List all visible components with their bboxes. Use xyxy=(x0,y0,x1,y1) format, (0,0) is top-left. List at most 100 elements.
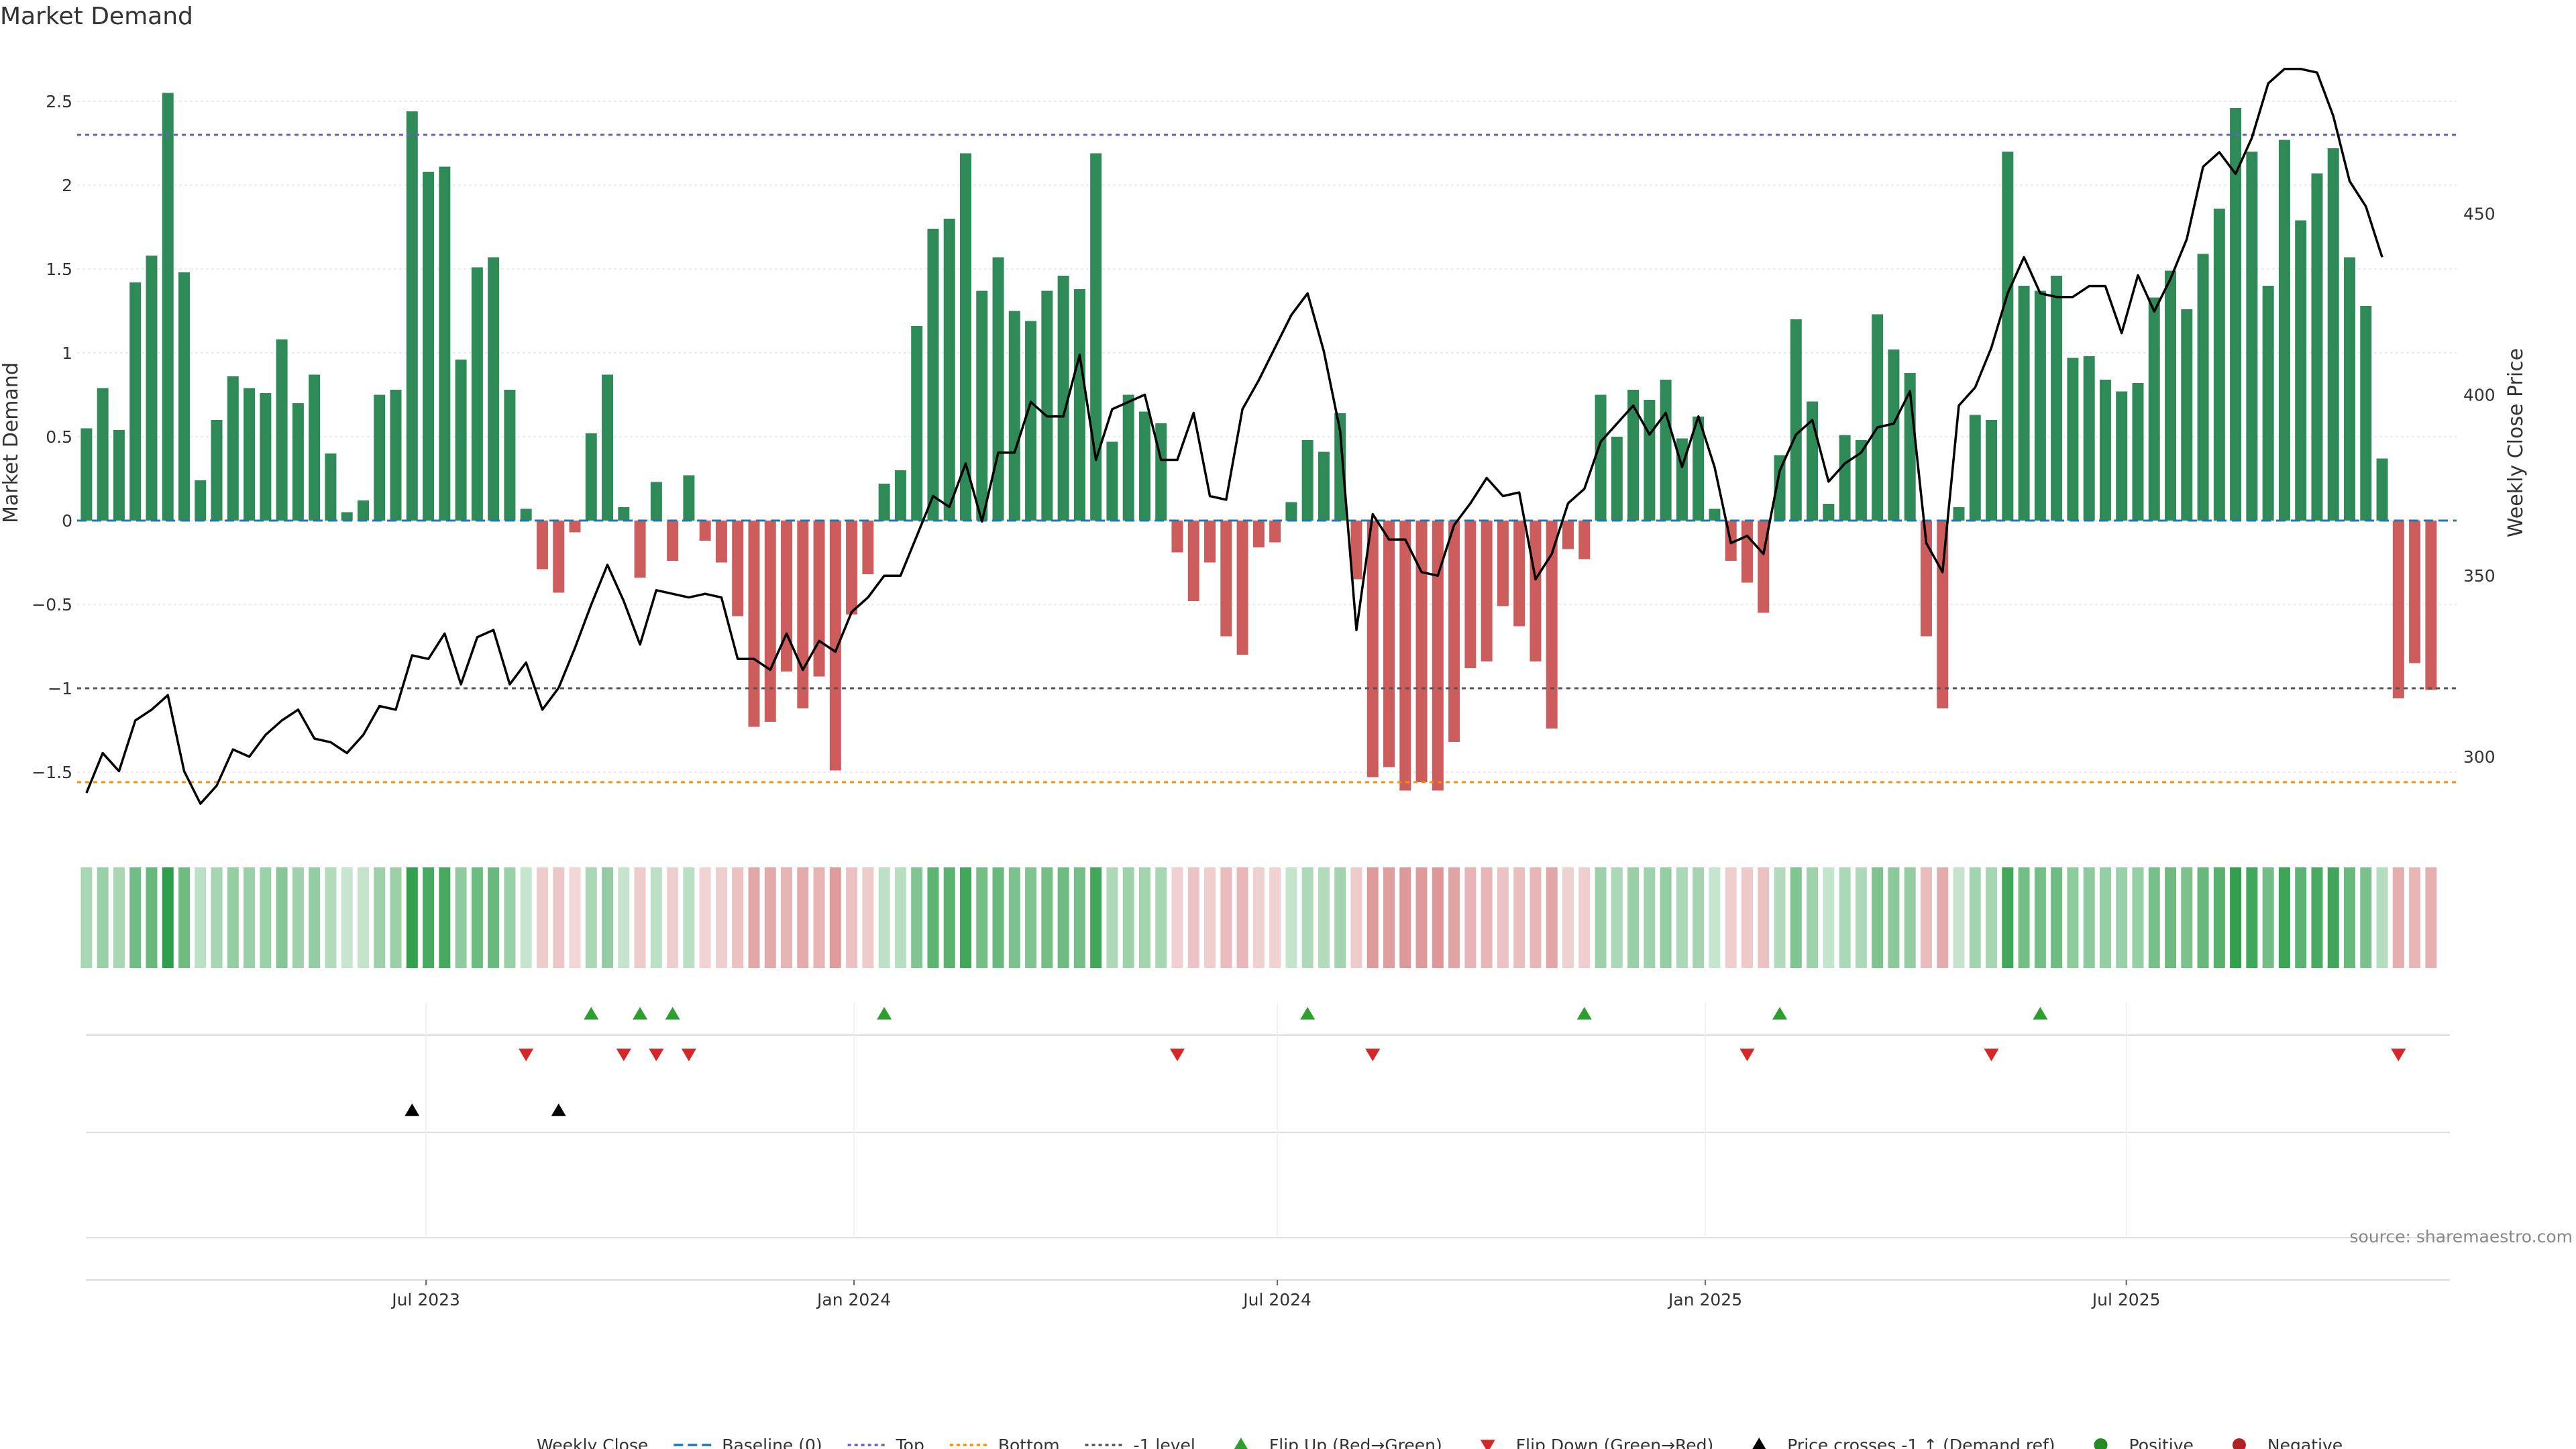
heat-cell xyxy=(1562,867,1574,968)
demand-bar xyxy=(520,508,532,521)
demand-bar xyxy=(650,482,662,521)
demand-bar xyxy=(585,433,597,521)
heat-cell xyxy=(1008,867,1020,968)
heat-cell xyxy=(1953,867,1965,968)
demand-bar xyxy=(959,153,971,521)
flip-down-marker xyxy=(1984,1049,1999,1061)
heat-cell xyxy=(667,867,679,968)
heat-cell xyxy=(2034,867,2046,968)
heat-cell xyxy=(1334,867,1346,968)
demand-bar xyxy=(488,257,500,521)
heat-cell xyxy=(878,867,890,968)
y-tick-label: 0 xyxy=(62,511,72,531)
demand-bar xyxy=(1481,521,1493,661)
demand-bar xyxy=(129,282,142,521)
heat-cell xyxy=(2409,867,2421,968)
dot_negative-legend-label: Negative xyxy=(2267,1436,2343,1449)
flip-up-marker xyxy=(1300,1007,1316,1020)
heat-cell xyxy=(1138,867,1150,968)
demand-bar xyxy=(699,521,711,541)
demand-bar xyxy=(683,475,695,521)
y-tick-label: 2 xyxy=(62,176,72,195)
demand-bar xyxy=(1969,415,1981,521)
demand-bar xyxy=(2213,209,2225,521)
y-tick-label: −0.5 xyxy=(32,595,72,614)
heat-cell xyxy=(374,867,386,968)
heat-cell xyxy=(650,867,662,968)
heat-cell xyxy=(1546,867,1558,968)
demand-bar xyxy=(1709,508,1721,521)
heat-cell xyxy=(1855,867,1867,968)
demand-bar xyxy=(1529,521,1542,661)
minus1-legend-label: -1 level xyxy=(1134,1436,1195,1449)
demand-bar xyxy=(325,453,337,521)
heat-cell xyxy=(471,867,483,968)
heat-cell xyxy=(129,867,142,968)
heat-cell xyxy=(536,867,548,968)
heat-cell xyxy=(1807,867,1819,968)
price_cross-legend-label: Price crosses -1 ↑ (Demand ref) xyxy=(1787,1436,2055,1449)
demand-bar xyxy=(227,376,239,521)
heat-cell xyxy=(1627,867,1640,968)
demand-bar xyxy=(195,480,207,521)
heat-cell xyxy=(1171,867,1183,968)
heat-cell xyxy=(1644,867,1656,968)
demand-bar xyxy=(1057,276,1069,521)
heat-cell xyxy=(2246,867,2258,968)
flip-up-marker xyxy=(633,1007,648,1020)
top-legend-label: Top xyxy=(896,1436,924,1449)
heat-cell xyxy=(390,867,402,968)
demand-bar xyxy=(113,430,125,521)
heat-cell xyxy=(2181,867,2193,968)
dot_negative-legend-swatch xyxy=(2232,1438,2246,1449)
demand-bar xyxy=(667,521,679,561)
heat-cell xyxy=(732,867,744,968)
heat-cell xyxy=(1888,867,1900,968)
heat-cell xyxy=(1366,867,1379,968)
heat-cell xyxy=(1415,867,1428,968)
demand-bar xyxy=(374,394,386,521)
demand-bar xyxy=(2327,148,2339,521)
demand-bar xyxy=(504,390,516,521)
demand-bar xyxy=(1986,420,1998,521)
demand-bar xyxy=(1741,521,1753,583)
y2-tick-label: 350 xyxy=(2463,566,2496,586)
demand-bar xyxy=(2262,286,2274,521)
demand-bar xyxy=(423,172,435,521)
demand-bar xyxy=(1774,455,1786,521)
x-tick-label: Jan 2025 xyxy=(1667,1290,1742,1309)
demand-bar xyxy=(162,93,174,521)
flip-down-marker xyxy=(616,1049,631,1061)
y2-tick-label: 300 xyxy=(2463,747,2496,767)
x-tick-label: Jul 2024 xyxy=(1242,1290,1311,1309)
heat-cell xyxy=(2165,867,2177,968)
demand-bar xyxy=(1252,521,1265,547)
y-axis-right: 300 350 400 450 xyxy=(2463,205,2496,767)
demand-bars xyxy=(80,93,2437,791)
demand-bar xyxy=(894,470,906,521)
y2-axis-title: Weekly Close Price xyxy=(2504,348,2528,537)
heat-cell xyxy=(1122,867,1134,968)
heat-cell xyxy=(2327,867,2339,968)
demand-bar xyxy=(1513,521,1525,627)
weekly_close-legend-label: Weekly Close xyxy=(537,1436,648,1449)
weekly-close-line xyxy=(85,68,2383,805)
reference-lines xyxy=(77,133,2457,784)
demand-bar xyxy=(2425,521,2437,690)
event-markers xyxy=(86,1003,2450,1281)
flip-down-marker xyxy=(649,1049,664,1061)
y-tick-label: −1 xyxy=(48,679,72,698)
demand-bar xyxy=(1399,521,1411,791)
demand-bar xyxy=(1138,411,1150,521)
demand-bar xyxy=(1236,521,1248,655)
heat-cell xyxy=(1204,867,1216,968)
heat-cell xyxy=(276,867,288,968)
heat-cell xyxy=(439,867,451,968)
demand-bar xyxy=(2311,173,2323,521)
heat-cell xyxy=(1709,867,1721,968)
flip-up-marker xyxy=(584,1007,599,1020)
heat-cell xyxy=(2425,867,2437,968)
heat-cell xyxy=(2213,867,2225,968)
demand-bar xyxy=(618,507,630,521)
demand-bar xyxy=(2360,306,2372,521)
